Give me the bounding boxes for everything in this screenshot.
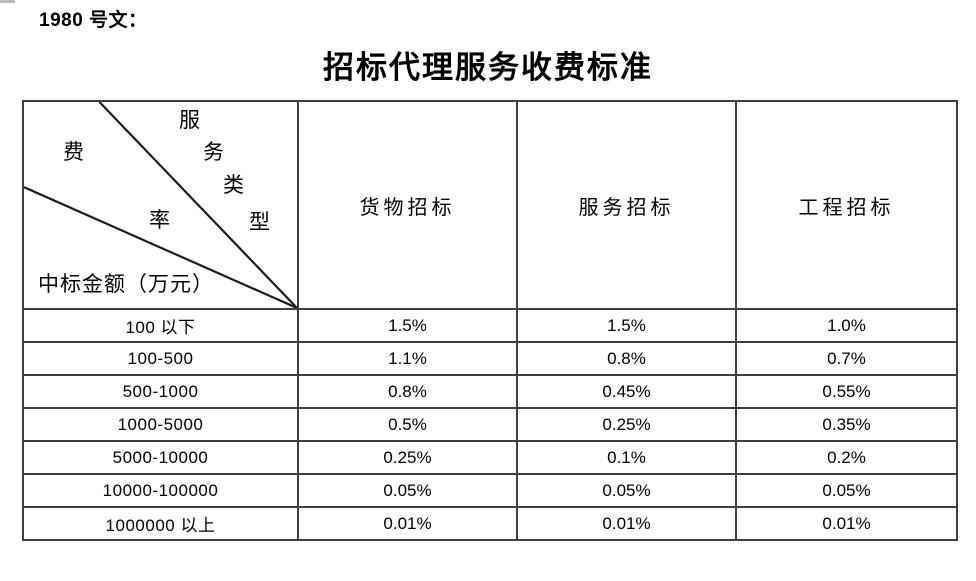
rate-cell: 0.2% [735,440,958,475]
corner-type-char-4: 型 [249,210,270,234]
row-range-label: 10000-100000 [22,473,299,508]
table-header-row: 费 率 服 务 类 型 中标金额（万元） 货物招标 服务招标 工程招标 [22,100,958,310]
corner-fee-char: 费 [63,140,84,164]
table-row: 1000000 以上 0.01% 0.01% 0.01% [22,506,958,541]
corner-type-char-3: 类 [223,173,244,197]
table-corner-cell: 费 率 服 务 类 型 中标金额（万元） [22,100,299,310]
rate-cell: 0.25% [297,440,518,475]
rate-cell: 0.55% [735,374,958,409]
window-edge-artifact [0,0,15,3]
rate-cell: 0.8% [297,374,518,409]
rate-cell: 0.1% [516,440,737,475]
corner-rate-char: 率 [149,208,170,232]
rate-cell: 0.01% [735,506,958,541]
rate-cell: 0.05% [516,473,737,508]
rate-cell: 0.05% [735,473,958,508]
table-row: 1000-5000 0.5% 0.25% 0.35% [22,407,958,442]
rate-cell: 0.01% [516,506,737,541]
row-range-label: 1000-5000 [22,407,299,442]
column-header-engineering: 工程招标 [735,100,958,310]
rate-cell: 1.0% [735,308,958,343]
diagonal-line-lower [24,186,297,308]
corner-type-char-1: 服 [179,108,200,132]
rate-cell: 1.5% [297,308,518,343]
table-row: 500-1000 0.8% 0.45% 0.55% [22,374,958,409]
row-range-label: 100 以下 [22,308,299,343]
document-ref-label: 1980 号文： [39,10,148,31]
rate-cell: 0.01% [297,506,518,541]
page-title: 招标代理服务收费标准 [323,50,653,85]
table-row: 10000-100000 0.05% 0.05% 0.05% [22,473,958,508]
rate-cell: 1.1% [297,341,518,376]
row-range-label: 5000-10000 [22,440,299,475]
fee-standard-table: 费 率 服 务 类 型 中标金额（万元） 货物招标 服务招标 工程招标 100 … [22,100,958,541]
corner-amount-label: 中标金额（万元） [38,272,214,296]
rate-cell: 1.5% [516,308,737,343]
rate-cell: 0.7% [735,341,958,376]
corner-type-char-2: 务 [203,140,224,164]
column-header-goods: 货物招标 [297,100,518,310]
rate-cell: 0.5% [297,407,518,442]
rate-cell: 0.8% [516,341,737,376]
table-row: 100 以下 1.5% 1.5% 1.0% [22,308,958,343]
table-row: 5000-10000 0.25% 0.1% 0.2% [22,440,958,475]
rate-cell: 0.25% [516,407,737,442]
rate-cell: 0.35% [735,407,958,442]
row-range-label: 500-1000 [22,374,299,409]
row-range-label: 100-500 [22,341,299,376]
table-row: 100-500 1.1% 0.8% 0.7% [22,341,958,376]
rate-cell: 0.45% [516,374,737,409]
column-header-services: 服务招标 [516,100,737,310]
diagonal-line-upper [98,102,297,308]
row-range-label: 1000000 以上 [22,506,299,541]
rate-cell: 0.05% [297,473,518,508]
diagonal-divider-lines [24,102,297,308]
